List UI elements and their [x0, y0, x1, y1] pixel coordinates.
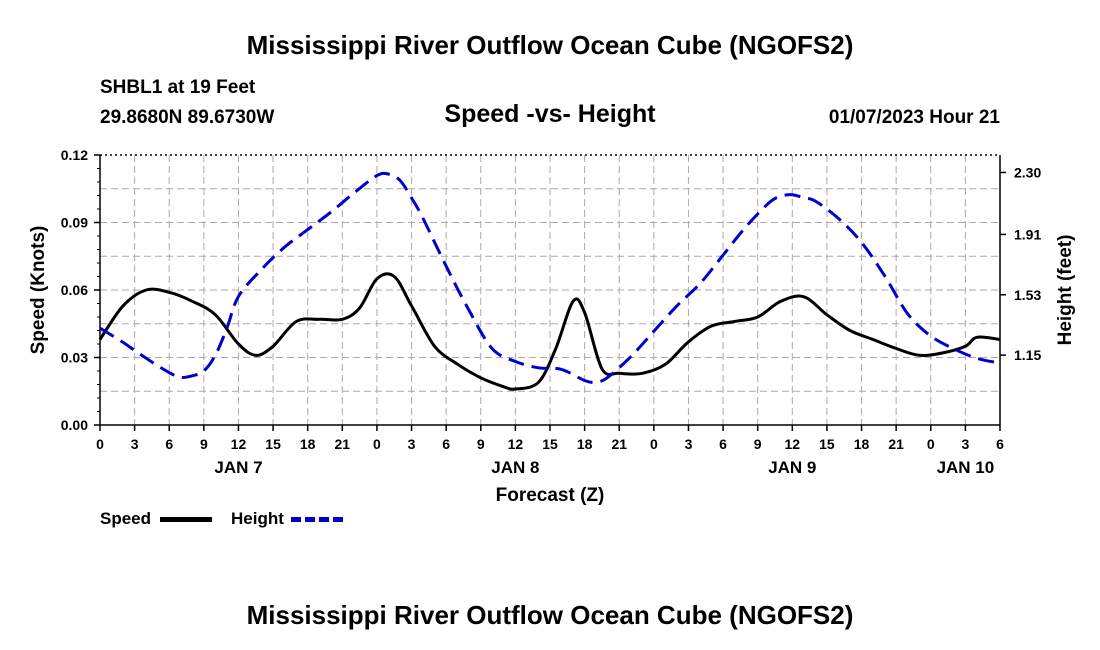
y-tick-label: 0.03: [61, 350, 88, 366]
x-tick-label: 15: [542, 436, 558, 452]
x-tick-label: 9: [200, 436, 208, 452]
x-tick-label: 0: [373, 436, 381, 452]
x-tick-label: 12: [231, 436, 247, 452]
x-tick-label: 15: [819, 436, 835, 452]
x-tick-label: 9: [754, 436, 762, 452]
legend-speed-label: Speed: [100, 509, 152, 528]
x-tick-label: 6: [442, 436, 450, 452]
x-tick-label: 6: [719, 436, 727, 452]
grid: [100, 155, 1000, 425]
y-tick-label: 0.00: [61, 417, 88, 433]
x-tick-label: 12: [785, 436, 801, 452]
legend-speed-swatch: [160, 517, 212, 522]
x-tick-label: 21: [335, 436, 351, 452]
y2-tick-label: 1.91: [1014, 226, 1041, 242]
y-tick-label: 0.06: [61, 282, 88, 298]
x-tick-label: 3: [131, 436, 139, 452]
x-tick-label: 18: [854, 436, 870, 452]
forecast-datetime: 01/07/2023 Hour 21: [828, 107, 1000, 128]
y2-tick-label: 2.30: [1014, 164, 1041, 180]
y-axis-title: Speed (Knots): [28, 226, 49, 355]
axes: [94, 154, 1006, 431]
axis-labels: 0.00 0.03 0.06 0.09 0.12 1.15 1.53 1.91 2.30 0 3 6 9…: [28, 147, 1076, 506]
y2-tick-label: 1.15: [1014, 347, 1041, 363]
x-tick-label: 3: [961, 436, 969, 452]
day-label: JAN 8: [491, 458, 539, 477]
x-tick-label: 18: [577, 436, 593, 452]
x-tick-label: 15: [265, 436, 281, 452]
x-tick-label: 0: [650, 436, 658, 452]
speed-height-chart: 0.00 0.03 0.06 0.09 0.12 1.15 1.53 1.91 2.30 0 3 6 9…: [28, 147, 1076, 506]
x-tick-label: 12: [508, 436, 524, 452]
legend-height-swatch: [291, 517, 343, 522]
x-tick-label: 0: [927, 436, 935, 452]
footer-title: Mississippi River Outflow Ocean Cube (NG…: [246, 600, 854, 630]
chart-subtitle: Speed -vs- Height: [444, 100, 656, 128]
y2-tick-label: 1.53: [1014, 287, 1041, 303]
chart-title: Mississippi River Outflow Ocean Cube (NG…: [246, 30, 854, 60]
x-tick-label: 18: [300, 436, 316, 452]
height-series-line: [99, 171, 1001, 384]
day-label: JAN 9: [768, 458, 816, 477]
x-tick-label: 21: [888, 436, 904, 452]
x-tick-label: 6: [165, 436, 173, 452]
day-label: JAN 7: [214, 458, 262, 477]
legend-height-label: Height: [231, 509, 284, 528]
x-tick-label: 3: [408, 436, 416, 452]
station-label: SHBL1 at 19 Feet: [100, 77, 256, 98]
y-tick-label: 0.12: [61, 147, 88, 163]
x-tick-label: 0: [96, 436, 104, 452]
y-tick-label: 0.09: [61, 215, 88, 231]
x-tick-label: 9: [477, 436, 485, 452]
station-coordinates: 29.8680N 89.6730W: [100, 107, 275, 128]
x-axis-title: Forecast (Z): [496, 485, 605, 506]
series: [98, 171, 1001, 391]
y2-axis-title: Height (feet): [1055, 235, 1076, 346]
day-label: JAN 10: [937, 458, 995, 477]
x-tick-label: 3: [685, 436, 693, 452]
x-tick-label: 6: [996, 436, 1004, 452]
x-tick-label: 21: [611, 436, 627, 452]
